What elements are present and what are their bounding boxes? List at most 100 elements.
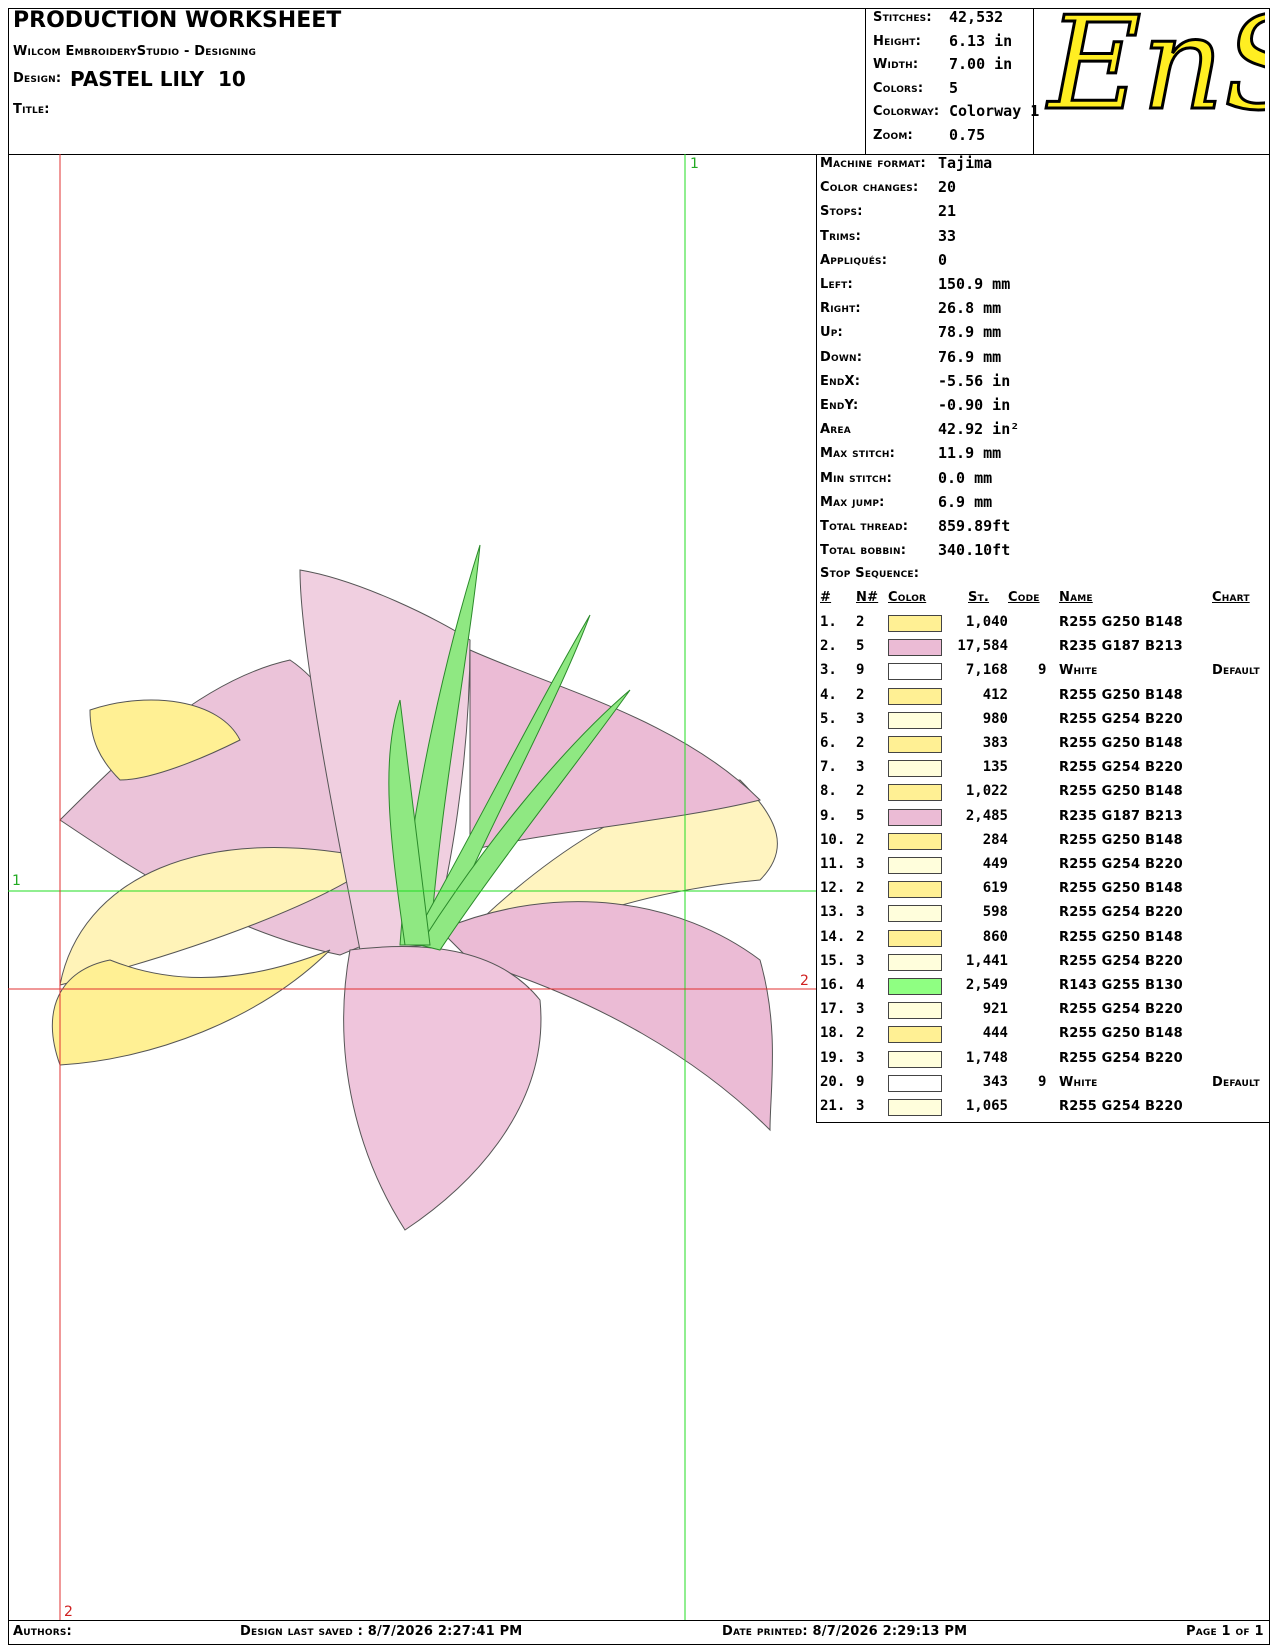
thread-name: R235 G187 B213 (1059, 639, 1183, 655)
title-label: Title: (13, 102, 50, 117)
needle: 9 (856, 662, 865, 679)
stitch-count: 1,748 (965, 1049, 1008, 1066)
code: 9 (1038, 662, 1047, 679)
needle: 2 (856, 880, 865, 897)
detail-label: Max jump: (820, 494, 885, 510)
needle: 2 (856, 686, 865, 703)
stop-number: 15. (820, 952, 846, 969)
color-swatch (888, 1050, 942, 1068)
summary-label: Colors: (873, 80, 924, 96)
detail-value: 340.10ft (938, 541, 1011, 560)
thread-name: R235 G187 B213 (1059, 808, 1183, 824)
detail-value: 42.92 in² (938, 420, 1020, 439)
thread-name: R255 G250 B148 (1059, 615, 1183, 630)
detail-value: 78.9 mm (938, 323, 1002, 342)
needle: 5 (856, 807, 865, 824)
stitch-count: 412 (982, 686, 1008, 703)
detail-value: 150.9 mm (938, 275, 1011, 293)
detail-value: 26.8 mm (938, 299, 1002, 318)
detail-value: 0 (938, 250, 948, 269)
stop-number: 18. (820, 1025, 846, 1042)
stop-number: 20. (820, 1073, 846, 1090)
detail-label: Appliqués: (820, 252, 888, 268)
stop-number: 9. (820, 807, 837, 824)
color-swatch (888, 929, 942, 947)
detail-value: 6.9 mm (938, 492, 993, 511)
color-swatch (888, 663, 942, 681)
stitch-count: 860 (982, 928, 1008, 945)
thread-name: R255 G254 B220 (1059, 1002, 1183, 1018)
stop-title: Stop Sequence: (820, 566, 920, 581)
thread-name: R143 G255 B130 (1059, 978, 1183, 993)
detail-label: Left: (820, 277, 853, 292)
detail-value: 33 (938, 226, 957, 245)
stop-number: 21. (820, 1098, 846, 1114)
stitch-count: 1,441 (965, 952, 1008, 969)
stitch-count: 1,065 (965, 1098, 1008, 1114)
leaf (388, 699, 431, 946)
stop-number: 3. (820, 662, 837, 679)
color-swatch (888, 687, 942, 705)
needle: 2 (856, 928, 865, 945)
stitch-count: 2,549 (965, 977, 1008, 993)
column-header: Chart (1212, 590, 1250, 605)
detail-value: Tajima (938, 154, 993, 172)
stitch-count: 1,022 (965, 783, 1008, 800)
thread-name: R255 G250 B148 (1059, 687, 1183, 703)
detail-label: Stops: (820, 204, 863, 220)
stitch-count: 1,040 (965, 614, 1008, 630)
stop-number: 14. (820, 928, 846, 945)
leaf (419, 689, 631, 951)
summary-value: 5 (949, 78, 959, 97)
summary-label: Zoom: (873, 127, 913, 143)
stop-number: 13. (820, 904, 846, 921)
needle: 3 (856, 710, 865, 727)
color-swatch (888, 808, 942, 826)
stitch-count: 444 (982, 1025, 1008, 1042)
column-header: N# (856, 590, 879, 605)
guide-label: 2 (64, 1604, 73, 1620)
last-saved: Design last saved : 8/7/2026 2:27:41 PM (240, 1624, 523, 1639)
detail-label: Trims: (820, 228, 861, 244)
summary-value: Colorway 1 (949, 102, 1040, 120)
stitch-count: 284 (982, 831, 1008, 848)
stop-number: 1. (820, 614, 837, 630)
stitch-count: 17,584 (957, 638, 1008, 655)
date-printed: Date printed: 8/7/2026 2:29:13 PM (722, 1624, 968, 1639)
stitch-count: 619 (982, 880, 1008, 897)
needle: 3 (856, 1001, 865, 1018)
stop-number: 17. (820, 1001, 846, 1018)
worksheet-title: PRODUCTION WORKSHEET (13, 8, 342, 33)
stitch-count: 598 (982, 904, 1008, 921)
needle: 9 (856, 1073, 865, 1090)
thread-name: R255 G250 B148 (1059, 881, 1183, 897)
detail-value: 0.0 mm (938, 468, 993, 487)
thread-name: R255 G254 B220 (1059, 953, 1183, 969)
detail-label: Max stitch: (820, 446, 896, 462)
color-swatch (888, 784, 942, 802)
page-number: Page 1 of 1 (1186, 1624, 1264, 1639)
design-label: Design: (13, 71, 62, 86)
thread-name: R255 G254 B220 (1059, 905, 1183, 921)
summary-label: Height: (873, 33, 922, 49)
color-swatch (888, 978, 942, 995)
stop-number: 7. (820, 759, 837, 776)
thread-name: R255 G254 B220 (1059, 1050, 1183, 1066)
needle: 2 (856, 831, 865, 848)
detail-label: Color changes: (820, 180, 919, 196)
color-swatch (888, 736, 942, 753)
details-box (816, 154, 1270, 1123)
stitch-count: 449 (982, 856, 1008, 872)
thread-name: White (1059, 663, 1098, 679)
thread-name: R255 G250 B148 (1059, 1026, 1183, 1042)
detail-value: 20 (938, 178, 957, 197)
column-header: St. (968, 590, 990, 605)
detail-label: Machine format: (820, 156, 926, 171)
column-header: Code (1008, 590, 1040, 605)
color-swatch (888, 953, 942, 971)
needle: 2 (856, 614, 865, 630)
stitch-count: 383 (982, 735, 1008, 751)
needle: 3 (856, 904, 865, 921)
color-swatch (888, 760, 942, 778)
